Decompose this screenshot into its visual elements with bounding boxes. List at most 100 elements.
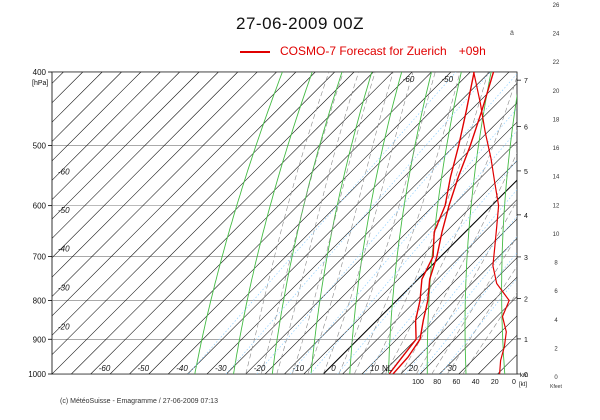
moist-adiabat	[245, 72, 330, 374]
pressure-tick-label: 800	[33, 296, 47, 305]
isotherm-line	[52, 72, 161, 181]
left-temp-label: -30	[58, 283, 70, 292]
moist-adiabat	[462, 292, 517, 374]
pressure-tick-label: 600	[33, 202, 47, 211]
kt-unit-label: [kt]	[519, 382, 527, 388]
isotherm-label: -60	[99, 364, 111, 373]
moist-adiabat	[354, 72, 461, 374]
isotherm-line	[52, 72, 316, 336]
dry-adiabat	[194, 72, 283, 374]
mixing-ratio-line	[387, 215, 517, 374]
kt-tick-label: 100	[412, 379, 424, 386]
dry-adiabat	[388, 72, 432, 374]
plot-frame	[51, 71, 518, 375]
isotherm-line	[419, 276, 517, 374]
kt-tick-label: 0	[512, 379, 516, 386]
isotherm-label: 20	[408, 364, 418, 373]
pressure-tick-label: 500	[33, 142, 47, 151]
mixing-ratio-line	[225, 72, 491, 374]
km-tick-label: 4	[524, 213, 528, 220]
isotherm-line	[52, 72, 277, 297]
kft-tick-label: 2	[554, 346, 558, 352]
isotherm-line	[0, 72, 44, 374]
background-grid	[0, 72, 600, 374]
freezing-label: NL	[382, 364, 393, 373]
km-tick-label: 2	[524, 296, 528, 303]
kft-tick-label: 12	[553, 203, 560, 209]
isotherm-line	[52, 72, 335, 356]
moist-adiabat	[338, 72, 436, 374]
isotherm-line	[381, 237, 517, 374]
moist-adiabat	[261, 72, 344, 374]
isotherm-line	[187, 72, 490, 374]
isotherm-line	[439, 296, 517, 374]
isotherm-label: -10	[293, 364, 305, 373]
temperature-profile-line	[392, 72, 495, 374]
moist-adiabat	[369, 72, 489, 374]
isotherm-line	[71, 72, 374, 374]
kft-tick-label: 14	[553, 175, 560, 181]
dry-adiabat	[572, 72, 583, 374]
kt-tick-label: 20	[491, 379, 499, 386]
mixing-ratio-line	[289, 108, 517, 374]
isotherm-line	[0, 72, 25, 374]
kft-tick-label: 8	[554, 261, 558, 267]
isotherm-top-label: -50	[442, 75, 454, 84]
isotherm-line	[458, 315, 517, 374]
km-tick-label: 0	[524, 372, 528, 379]
dry-adiabat	[426, 72, 462, 374]
pressure-tick-label: 400	[33, 68, 47, 77]
kft-tick-label: 0	[554, 375, 558, 381]
kft-tick-label: 22	[553, 60, 560, 66]
left-temp-label: -40	[58, 245, 70, 254]
isotherm-line	[245, 102, 517, 374]
pressure-unit-label: [hPa]	[32, 80, 48, 87]
isotherm-label: -20	[254, 364, 266, 373]
moist-adiabat	[292, 72, 376, 374]
isotherm-line	[52, 72, 297, 317]
isotherm-label: -50	[138, 364, 150, 373]
kft-tick-label: 18	[553, 117, 560, 123]
moist-adiabat	[416, 200, 517, 374]
isotherm-line	[52, 72, 142, 162]
dry-adiabat	[271, 72, 343, 374]
kft-tick-label: 24	[553, 32, 560, 38]
mixing-ratio-line	[256, 73, 517, 374]
moist-adiabat	[431, 235, 517, 374]
moist-adiabat	[323, 72, 414, 374]
mixing-ratio-line	[404, 236, 517, 374]
kt-tick-label: 60	[453, 379, 461, 386]
isotherm-label: -30	[215, 364, 227, 373]
isotherm-line	[129, 72, 432, 374]
data-lines	[388, 72, 510, 374]
wind-speed-profile-line	[473, 72, 510, 374]
kft-tick-label: 10	[553, 232, 560, 238]
isotherm-line	[52, 72, 122, 142]
km-unit-label: km	[520, 373, 528, 379]
mixing-ratio-line	[188, 72, 457, 374]
mixing-ratio-line	[418, 252, 517, 374]
km-tick-label: 7	[524, 78, 528, 85]
km-tick-label: 1	[524, 337, 528, 344]
legend-label: COSMO-7 Forecast for Zuerich	[280, 44, 447, 58]
moist-adiabat	[447, 265, 517, 374]
left-temp-label: -60	[58, 168, 70, 177]
chart-title: 27-06-2009 00Z	[236, 14, 364, 33]
isotherm-line	[52, 72, 355, 374]
dry-adiabat	[501, 93, 517, 374]
isotherm-label: 10	[370, 364, 379, 373]
kft-tick-label: 6	[554, 289, 558, 295]
dry-adiabat	[310, 72, 373, 374]
kt-tick-label: 40	[472, 379, 480, 386]
dry-adiabat	[349, 72, 403, 374]
isotherm-top-label: -60	[403, 75, 415, 84]
isotherm-line	[90, 72, 393, 374]
isotherm-line	[52, 72, 180, 201]
legend-swatch	[240, 50, 270, 53]
isotherm-line	[52, 72, 238, 259]
isotherm-line	[556, 72, 600, 374]
isotherm-line	[52, 72, 200, 220]
dry-adiabat	[233, 72, 313, 374]
kt-tick-label: 80	[433, 379, 441, 386]
